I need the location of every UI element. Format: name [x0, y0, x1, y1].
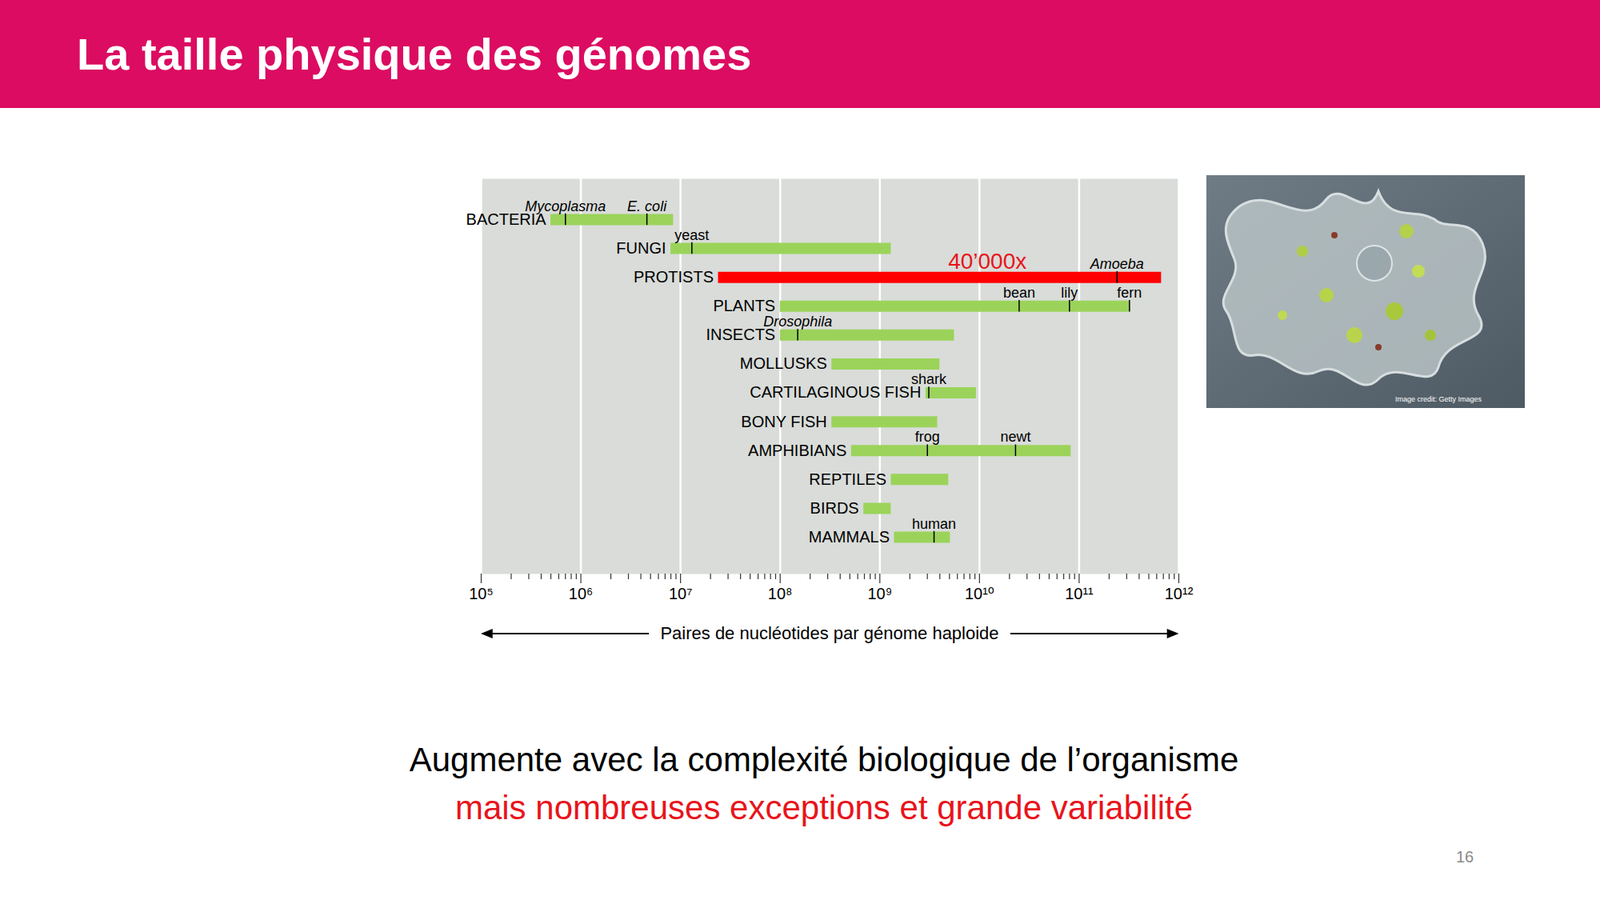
svg-text:fern: fern — [1116, 284, 1142, 301]
svg-text:yeast: yeast — [674, 227, 709, 244]
svg-text:BIRDS: BIRDS — [810, 499, 860, 517]
svg-text:Image credit: Getty Images: Image credit: Getty Images — [1395, 395, 1483, 404]
svg-text:CARTILAGINOUS FISH: CARTILAGINOUS FISH — [749, 383, 921, 401]
svg-text:Drosophila: Drosophila — [763, 313, 832, 330]
svg-text:40’000x: 40’000x — [948, 248, 1027, 274]
svg-text:BONY FISH: BONY FISH — [740, 412, 827, 431]
svg-text:10¹²: 10¹² — [1164, 584, 1194, 603]
html-text:mais nombreuses exceptions et: mais nombreuses exceptions et grande var… — [455, 788, 1193, 827]
svg-text:MOLLUSKS: MOLLUSKS — [740, 354, 828, 372]
svg-text:Amoeba: Amoeba — [1089, 256, 1144, 272]
svg-text:shark: shark — [911, 371, 948, 388]
svg-text:PLANTS: PLANTS — [712, 296, 776, 315]
svg-text:lily: lily — [1060, 284, 1078, 301]
svg-text:human: human — [912, 516, 956, 532]
svg-text:10⁶: 10⁶ — [568, 584, 593, 603]
svg-text:frog: frog — [915, 428, 940, 445]
svg-text:INSECTS: INSECTS — [706, 325, 776, 344]
svg-text:bean: bean — [1003, 284, 1036, 301]
svg-text:PROTISTS: PROTISTS — [633, 268, 714, 286]
svg-text:REPTILES: REPTILES — [808, 470, 887, 488]
html-text:La taille physique des génomes: La taille physique des génomes — [76, 28, 752, 80]
svg-text:MAMMALS: MAMMALS — [808, 528, 890, 546]
svg-text:BACTERIA: BACTERIA — [466, 210, 547, 228]
svg-text:10⁷: 10⁷ — [668, 584, 692, 603]
svg-text:10⁵: 10⁵ — [468, 584, 494, 603]
svg-text:newt: newt — [1000, 428, 1031, 445]
html-text:Paires de nucléotides par géno: Paires de nucléotides par génome haploid… — [660, 623, 999, 644]
svg-text:10⁹: 10⁹ — [867, 584, 892, 603]
svg-text:AMPHIBIANS: AMPHIBIANS — [748, 441, 847, 460]
svg-text:E. coli: E. coli — [627, 198, 668, 215]
svg-text:10⁸: 10⁸ — [768, 584, 793, 603]
html-text:16: 16 — [1456, 848, 1474, 866]
svg-text:10¹⁰: 10¹⁰ — [964, 584, 995, 603]
svg-text:10¹¹: 10¹¹ — [1064, 584, 1094, 603]
svg-text:FUNGI: FUNGI — [616, 239, 666, 257]
svg-text:Mycoplasma: Mycoplasma — [524, 198, 606, 215]
html-text:Augmente avec la complexité bi: Augmente avec la complexité biologique d… — [409, 740, 1239, 779]
